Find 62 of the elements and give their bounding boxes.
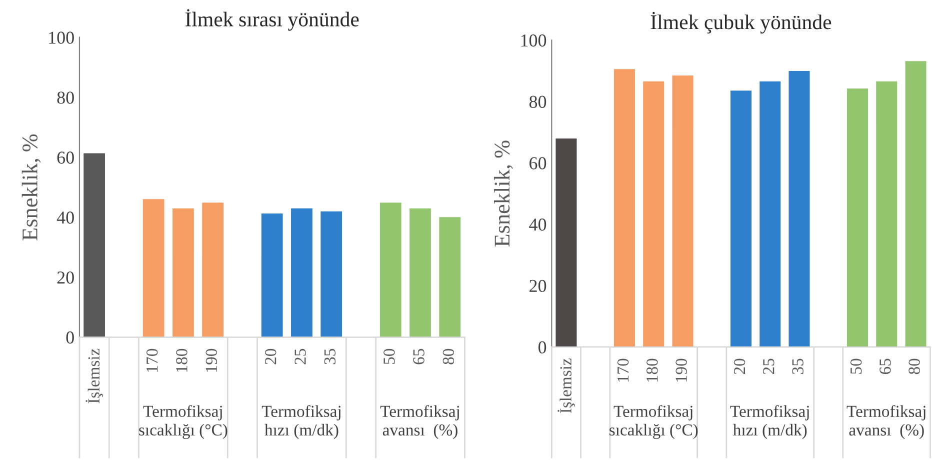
bar <box>201 202 224 338</box>
y-axis-title: Esneklik, % <box>22 134 41 240</box>
x-tick-label: 25 <box>294 348 306 364</box>
chart-title: İlmek çubuk yönünde <box>650 12 832 34</box>
x-tick-label: 50 <box>850 358 862 374</box>
x-tick-label: 50 <box>384 348 395 364</box>
y-tick-label: 20 <box>57 271 74 284</box>
x-tick-label: 170 <box>146 348 158 372</box>
text: Termofiksaj hızı (m/dk) <box>262 405 340 439</box>
y-tick-label: 40 <box>56 212 74 224</box>
bar <box>788 70 811 347</box>
bar <box>904 60 928 347</box>
x-tick-label: 35 <box>324 348 336 364</box>
x-tick-label: 20 <box>734 358 746 374</box>
y-tick-label: 80 <box>529 96 546 108</box>
y-tick-label: 20 <box>530 280 546 292</box>
text: Termofiksaj avansı (%) <box>380 405 459 439</box>
y-tick-label: 60 <box>57 152 74 164</box>
x-tick-label: 190 <box>206 348 217 372</box>
y-tick-label: 0 <box>538 341 546 354</box>
bar <box>260 212 284 338</box>
bar <box>408 208 432 338</box>
y-tick-label: 100 <box>521 34 546 47</box>
bar <box>379 202 402 338</box>
x-tick-label: 180 <box>176 348 188 372</box>
bar <box>438 216 462 338</box>
x-tick-label: 20 <box>265 348 276 364</box>
x-tick-label: 180 <box>646 358 658 382</box>
bar <box>290 208 314 338</box>
text: Termofiksaj sıcaklığı (°C) <box>610 405 698 439</box>
y-tick-label: 100 <box>49 32 74 44</box>
x-tick-label: 65 <box>413 348 424 364</box>
chart-title: İlmek sırası yönünde <box>185 9 359 31</box>
x-tick-label: 190 <box>676 358 687 382</box>
x-tick-label: 80 <box>908 358 920 374</box>
bar <box>172 208 195 338</box>
y-tick-label: 60 <box>530 157 546 170</box>
x-tick-label: 170 <box>617 358 629 382</box>
bar <box>613 68 636 347</box>
x-tick-label: 80 <box>442 348 454 364</box>
x-tick-label: İşlemsiz <box>86 348 103 404</box>
x-tick-label: 35 <box>792 358 804 374</box>
bar <box>671 74 694 347</box>
bar <box>642 80 665 347</box>
text: Termofiksaj sıcaklığı (°C) <box>139 405 228 439</box>
y-axis-title: Esneklik, % <box>494 140 513 247</box>
y-tick-label: 0 <box>66 331 74 344</box>
bar <box>875 80 898 347</box>
bar <box>82 152 106 338</box>
bar <box>320 210 343 338</box>
bar <box>142 198 166 338</box>
bar <box>730 90 752 347</box>
x-tick-label: İşlemsiz <box>558 358 575 414</box>
y-tick-label: 80 <box>57 92 74 104</box>
text: Termofiksaj avansı (%) <box>846 405 926 439</box>
x-tick-label: 25 <box>763 358 774 374</box>
bar <box>758 80 782 347</box>
bar <box>846 88 869 347</box>
x-tick-label: 65 <box>880 358 891 374</box>
text: Termofiksaj hızı (m/dk) <box>730 405 809 439</box>
bar <box>554 138 578 347</box>
y-tick-label: 40 <box>529 218 546 231</box>
